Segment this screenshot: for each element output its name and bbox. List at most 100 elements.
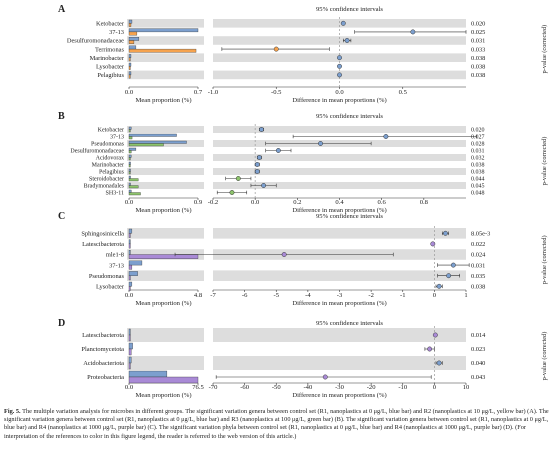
bar-r4 <box>128 376 199 384</box>
bar-r3 <box>128 171 131 175</box>
diff-point <box>430 241 436 247</box>
diff-axis-tick-label: 0 <box>433 384 437 391</box>
bar-r1 <box>128 239 131 245</box>
bar-r3 <box>128 164 131 168</box>
diff-point <box>337 55 342 61</box>
diff-axis-tick-label: -40 <box>303 384 312 391</box>
bar-r2 <box>128 48 197 53</box>
row-band <box>127 356 204 370</box>
pvalue-label: 0.031 <box>471 262 485 269</box>
diff-axis-label: Difference in mean proportions (%) <box>292 392 386 399</box>
bar-r3 <box>128 192 141 196</box>
category-label: Desulfuromonadaceae <box>67 38 124 45</box>
diff-axis-tick-label: 0.2 <box>293 199 301 206</box>
diff-point <box>383 134 389 139</box>
panel-letter: D <box>58 318 65 329</box>
bar-r1 <box>128 271 138 276</box>
diff-axis-tick-label: 0 <box>433 292 437 299</box>
mean-axis-tick-label: 0.0 <box>125 199 134 206</box>
pvalue-label: 0.022 <box>471 241 485 248</box>
diff-axis-tick-label: -30 <box>335 384 344 391</box>
row-band <box>213 328 466 342</box>
pvalue-label: 0.035 <box>471 273 485 280</box>
pvalue-label: 0.038 <box>471 163 485 169</box>
category-label: Acidobacteriota <box>83 360 124 367</box>
diff-axis-label: Difference in mean proportions (%) <box>292 300 386 307</box>
category-label: Pelagibius <box>97 72 124 79</box>
row-band <box>213 36 466 45</box>
pvalue-axis-label: p-value (corrected) <box>541 235 548 284</box>
bar-r4 <box>128 233 131 238</box>
pvalue-label: 0.038 <box>471 72 485 79</box>
pvalue-label: 0.031 <box>471 149 485 155</box>
category-label: Pelagibius <box>99 170 125 176</box>
row-band <box>213 154 466 161</box>
bar-r4 <box>128 243 131 249</box>
bar-r1 <box>128 62 132 67</box>
diff-point <box>340 20 346 26</box>
bar-r1 <box>128 71 132 76</box>
caption-label: Fig. 5. <box>4 408 21 415</box>
pvalue-label: 0.014 <box>471 332 486 339</box>
pvalue-label: 0.032 <box>471 156 485 162</box>
mean-axis-tick-label: 0.0 <box>125 292 134 299</box>
diff-point <box>322 374 328 380</box>
diff-point <box>410 29 416 35</box>
diff-point <box>450 262 456 268</box>
bar-r1 <box>128 126 132 130</box>
diff-axis-tick-label: 0.8 <box>420 199 429 206</box>
diff-axis-tick-label: 1 <box>464 292 467 299</box>
bar-r4 <box>128 264 133 270</box>
category-label: Pseudomonas <box>91 142 125 148</box>
ci-title: 95% confidence intervals <box>316 113 383 120</box>
diff-point <box>344 38 350 43</box>
pvalue-label: 0.033 <box>471 46 485 53</box>
pvalue-label: 0.038 <box>471 170 485 176</box>
pvalue-label: 0.038 <box>471 64 485 71</box>
bar-r2 <box>128 74 131 79</box>
diff-point <box>337 63 342 69</box>
bar-r1 <box>128 19 133 24</box>
row-band <box>127 228 204 239</box>
mean-axis-tick-label: 4.8 <box>194 292 203 299</box>
pvalue-label: 0.040 <box>471 360 485 367</box>
bar-r1 <box>128 356 132 364</box>
pvalue-label: 0.045 <box>471 184 485 190</box>
bar-r3 <box>128 178 139 182</box>
category-label: Proteobacteria <box>87 374 124 381</box>
diff-point <box>254 162 260 167</box>
panel-letter: A <box>58 4 66 15</box>
bar-r3 <box>128 143 164 147</box>
row-band <box>213 270 466 281</box>
bar-r1 <box>128 342 133 350</box>
diff-axis-tick-label: 0.0 <box>335 89 344 96</box>
diff-point <box>427 346 433 352</box>
bar-r1 <box>128 45 137 50</box>
row-band <box>127 53 204 62</box>
pvalue-label: 0.048 <box>471 191 485 197</box>
diff-axis-tick-label: 0.6 <box>378 199 387 206</box>
diff-axis-tick-label: -0.2 <box>208 199 218 206</box>
category-label: mle1-8 <box>106 252 124 259</box>
diff-axis-tick-label: -6 <box>242 292 248 299</box>
category-label: Sphingosinicella <box>81 231 124 238</box>
bar-r1 <box>128 168 131 172</box>
diff-point <box>235 176 241 181</box>
bar-r2 <box>128 66 131 70</box>
category-label: Marinobacter <box>92 163 124 169</box>
mean-axis-tick-label: 0.9 <box>194 199 203 206</box>
pvalue-label: 0.031 <box>471 38 485 45</box>
category-label: Terrimonas <box>95 46 125 53</box>
bar-r2 <box>128 40 135 44</box>
figure-caption: Fig. 5. The multiple variation analysis … <box>4 408 550 441</box>
panel-letter: C <box>58 211 65 222</box>
diff-axis-tick-label: -4 <box>305 292 311 299</box>
pvalue-label: 0.020 <box>471 21 485 28</box>
mean-axis-label: Mean proportion (%) <box>135 300 191 307</box>
diff-axis-label: Difference in mean proportions (%) <box>292 97 386 104</box>
category-label: Latescibacterota <box>82 332 124 339</box>
bar-r1 <box>128 154 132 158</box>
category-label: Ketobacter <box>96 21 125 28</box>
